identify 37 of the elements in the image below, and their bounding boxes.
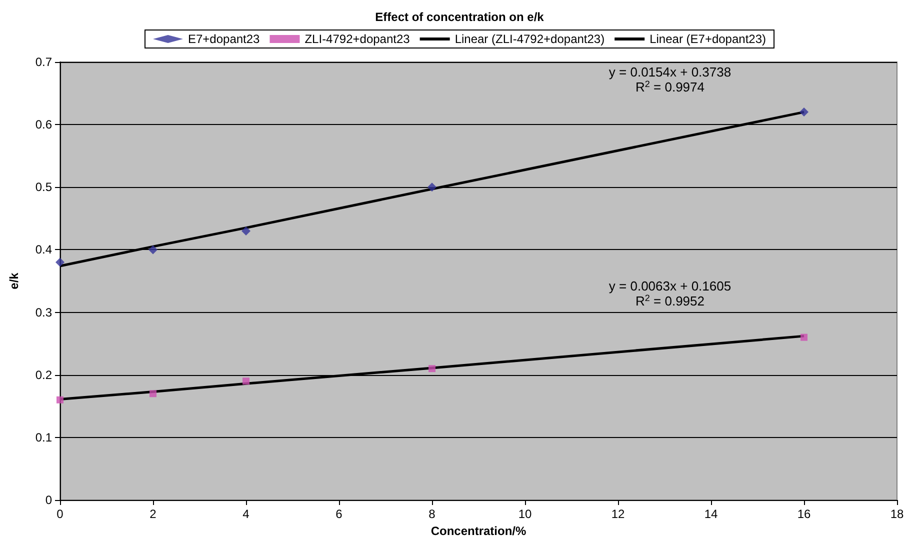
legend-label: ZLI-4792+dopant23 [304,32,410,46]
legend-label: Linear (ZLI-4792+dopant23) [454,32,605,46]
y-tick-label: 0.6 [35,118,52,132]
y-axis-title: e/k [7,272,21,290]
x-tick-label: 2 [150,507,157,521]
y-tick-label: 0.4 [35,242,52,257]
x-tick-label: 4 [242,507,250,521]
x-tick-label: 6 [336,507,343,521]
x-tick-label: 18 [890,507,904,521]
x-axis-title: Concentration/% [430,524,526,538]
y-tick-label: 0.3 [35,305,52,320]
x-tick-label: 14 [704,507,718,521]
annotation: y = 0.0063x + 0.1605 [608,278,732,294]
point [56,258,64,267]
point [56,396,64,404]
x-tick-label: 8 [428,507,436,521]
x-tick-label: 12 [611,507,625,521]
x-tick-label: 10 [518,507,532,521]
point [242,378,250,385]
y-tick-label: 0.1 [35,430,52,444]
point [428,365,436,372]
chart-title: Effect of concentration on e/k [375,10,544,24]
y-tick-label: 0.7 [35,55,52,69]
x-tick-label: 16 [797,507,811,521]
point [800,108,808,117]
legend-label: E7+dopant23 [188,32,260,46]
y-tick-label: 0.5 [35,180,52,194]
x-tick-label: 0 [56,507,64,521]
annotation: y = 0.0154x + 0.3738 [608,64,732,80]
y-tick-label: 0.2 [35,368,52,382]
point [800,334,808,341]
point [428,182,436,192]
y-tick-label: 0 [45,493,52,507]
point [242,226,250,236]
point [150,390,156,398]
point [148,245,158,254]
legend-label: Linear (E7+dopant23) [650,32,766,46]
